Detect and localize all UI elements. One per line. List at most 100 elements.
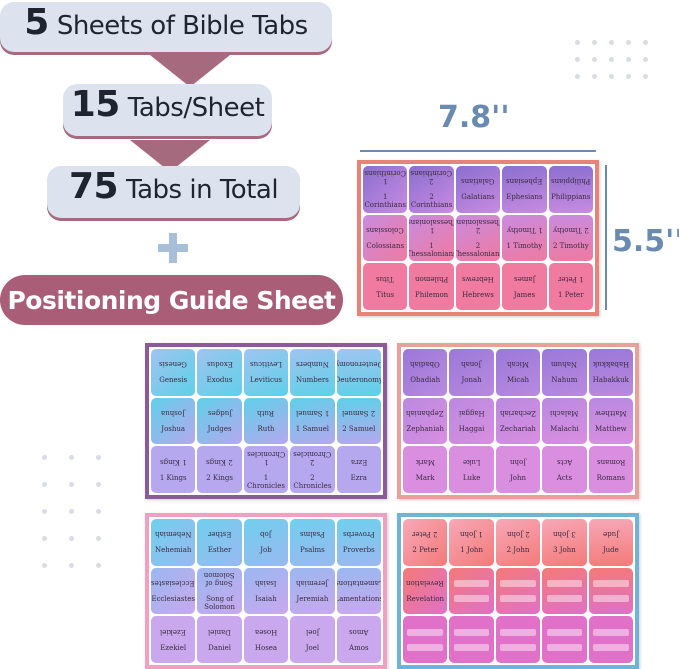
tab-label-inverted: Nahum [551,360,578,369]
dot [626,57,631,62]
tab-label: 1 Corinthians [364,193,406,210]
tab-label: Job [260,546,272,555]
tab-label: Zechariah [500,424,536,433]
tabs-per-sheet-count: 15 [70,84,121,125]
tab-label-inverted: Haggai [458,408,485,417]
height-dimension-line [605,165,607,310]
tab-label: Exodus [206,376,233,385]
bible-tab: Psalms Psalms [290,519,335,566]
tab-label: Luke [462,473,481,482]
bible-tab: Jude Jude [588,519,633,566]
bible-tab: 2 Timothy 2 Timothy [548,214,593,262]
tab-label: 3 John [553,546,576,555]
tab-label-inverted: 1 Thessalonians [409,217,453,234]
bible-tab: Ruth Ruth [243,397,289,445]
tab-label: Jonah [461,376,482,385]
dot [643,57,648,62]
dot [69,455,74,460]
bible-tab: 2 Kings 2 Kings [197,446,242,493]
bible-tab: Mark Mark [403,446,448,493]
bible-tab [588,616,633,663]
tab-label-inverted: Judges [207,408,232,417]
plus-icon [158,233,188,263]
tab-label-inverted: Genesis [159,360,188,369]
bible-tab: Romans Romans [588,446,633,493]
dot [69,563,74,568]
bible-tab: 1 Chronicles 1 Chronicles [243,446,289,493]
tab-label: Psalms [300,546,325,555]
tab-label-inverted: Proverbs [342,530,375,539]
bible-tab: Zechariah Zechariah [495,397,541,445]
headline-tabs-per-sheet: 15 Tabs/Sheet [63,84,272,136]
bible-tab: Hosea Hosea [243,616,289,663]
bible-tab: Esther Esther [197,519,242,566]
bible-tab: Ephesians Ephesians [502,166,547,213]
tab-label-inverted: Daniel [208,627,232,636]
tab-label-inverted: Titus [376,274,395,283]
tab-label: Acts [556,473,573,482]
headline-total: 75 Tabs in Total [47,166,300,218]
bible-tab: Haggai Haggai [449,397,494,445]
tab-label: Deuteronomy [336,376,381,385]
bible-tab: 1 Corinthians 1 Corinthians [363,166,408,213]
tab-label-inverted: Exodus [206,360,233,369]
tab-label-inverted: James [513,274,536,283]
tab-label: John [509,473,527,482]
tab-label-inverted: 1 Chronicles [246,449,286,466]
tab-label-inverted: 2 Peter [412,530,438,539]
dot [42,509,47,514]
bible-tab: 3 John 3 John [542,519,587,566]
bible-tab [542,616,587,663]
tab-label-inverted: Jude [602,530,619,539]
blank-label-area [593,628,629,636]
tab-label: Colossians [366,241,405,250]
bible-tab: Deuteronomy Deuteronomy [336,349,381,396]
tab-label-inverted: 2 Thessalonians [456,217,500,234]
bible-tab: 2 Corinthians 2 Corinthians [409,166,454,213]
bible-tab: 1 John 1 John [449,519,494,566]
tab-label: Haggai [458,424,485,433]
tab-label: 2 John [506,546,530,555]
dot [96,563,101,568]
tab-label: Mark [415,473,435,482]
tab-label-inverted: John [509,457,527,466]
bible-tab: 2 John 2 John [495,519,541,566]
total-count: 75 [68,166,119,207]
bible-tab: 1 Samuel 1 Samuel [290,397,335,445]
blank-label-area [500,594,536,602]
tab-label-inverted: Mark [415,457,435,466]
tab-label: 1 Timothy [506,241,543,250]
tab-label-inverted: Amos [349,627,369,636]
tab-label: Lamentations [336,594,381,603]
bible-tab [588,567,633,615]
bible-tab: Amos Amos [336,616,381,663]
tab-label-inverted: Hebrews [462,274,494,283]
bible-tab: Nahum Nahum [542,349,587,396]
bible-tab [542,567,587,615]
bible-tab: Habakkuk Habakkuk [588,349,633,396]
tab-label-inverted: Lamentations [336,578,381,587]
tab-label-inverted: 1 Kings [159,457,187,466]
blank-label-area [500,579,536,587]
dot [592,40,597,45]
bible-tab: Leviticus Leviticus [243,349,289,396]
tab-label: 2 Kings [206,473,233,482]
dot [42,563,47,568]
dot [643,74,648,79]
tab-label: Jude [602,546,619,555]
bible-tab: Ezekiel Ezekiel [151,616,196,663]
tab-label-inverted: 1 Samuel [295,408,329,417]
blank-label-area [500,628,536,636]
blank-label-area [546,594,583,602]
bible-tab: 1 Thessalonians 1 Thessalonians [409,214,454,262]
tab-sheet-prophets-gospels: Obadiah Obadiah Jonah Jonah Micah Micah Nahum N… [397,343,639,499]
dot [69,509,74,514]
dot [96,509,101,514]
tab-label: 1 John [460,546,483,555]
bible-tab: Jonah Jonah [449,349,494,396]
tab-label: 2 Thessalonians [456,241,500,258]
tab-label-inverted: 2 Samuel [342,408,376,417]
bible-tab: Daniel Daniel [197,616,242,663]
blank-label-area [546,628,583,636]
tab-label: Leviticus [249,376,283,385]
